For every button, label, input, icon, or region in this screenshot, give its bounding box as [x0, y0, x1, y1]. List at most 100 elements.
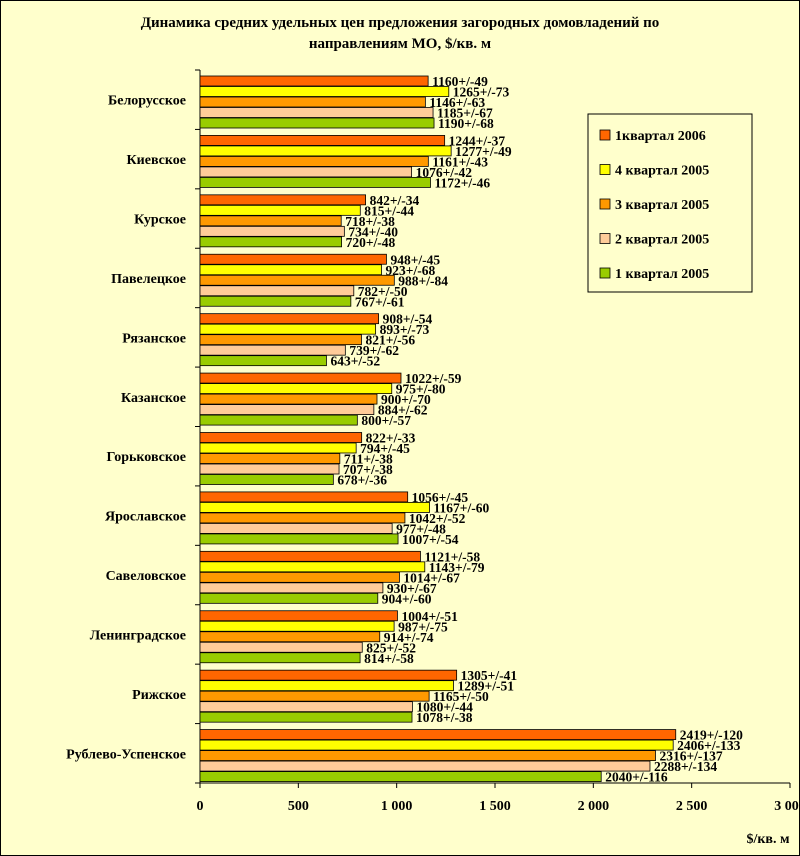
data-label: 1165+/-50: [433, 689, 489, 704]
bar: [199, 680, 454, 692]
data-label: 815+/-44: [364, 203, 414, 218]
data-label: 914+/-74: [384, 630, 434, 645]
data-label: 2316+/-137: [659, 749, 722, 764]
data-label: 1004+/-51: [401, 609, 458, 624]
bar: [199, 491, 409, 503]
data-label: 767+/-61: [355, 294, 405, 309]
bar: [199, 582, 384, 594]
data-label: 948+/-45: [390, 252, 440, 267]
chart-title-line1: Динамика средних удельных цен предложени…: [141, 15, 660, 31]
data-label: 930+/-67: [387, 581, 437, 596]
x-tick-label: 500: [288, 799, 309, 814]
bar: [199, 156, 429, 167]
legend-swatch: [599, 233, 611, 244]
bar: [199, 669, 458, 681]
data-label: 1022+/-59: [405, 371, 462, 386]
bar: [199, 533, 399, 545]
category-label: Ярославское: [105, 510, 186, 525]
bar: [199, 432, 363, 443]
bar: [199, 729, 677, 740]
data-label: 1167+/-60: [434, 500, 490, 515]
data-label: 977+/-48: [396, 521, 446, 536]
bar: [199, 523, 393, 534]
bar: [199, 225, 345, 237]
data-label: 739+/-62: [349, 343, 399, 358]
bar: [199, 771, 602, 782]
bar: [199, 474, 334, 485]
bar: [199, 550, 421, 562]
bar: [199, 295, 352, 307]
legend-swatch: [599, 198, 611, 210]
bar: [199, 107, 434, 118]
legend-label: 1 квартал 2005: [615, 267, 709, 282]
data-label: 1076+/-42: [416, 165, 473, 180]
category-label: Казанское: [121, 391, 186, 406]
category-label: Киевское: [127, 153, 186, 168]
bar: [199, 135, 446, 146]
legend-swatch: [599, 164, 611, 175]
bar: [199, 631, 381, 643]
bar: [199, 117, 435, 129]
data-label: 1014+/-67: [403, 570, 460, 585]
plot-area: 0 500 1 000 1 500 2 000 2 500 3 000 Белорусское…: [66, 69, 800, 814]
data-label: 1265+/-73: [453, 85, 510, 100]
bar: [199, 236, 343, 248]
legend-label: 3 квартал 2005: [615, 198, 709, 213]
data-label: 794+/-45: [360, 441, 410, 456]
data-label: 814+/-58: [364, 651, 414, 666]
bar: [199, 145, 452, 157]
data-label: 923+/-68: [386, 263, 436, 278]
data-label: 1161+/-43: [432, 154, 488, 169]
bar: [199, 701, 413, 713]
bar: [199, 711, 413, 723]
bar: [199, 274, 395, 286]
data-label: 884+/-62: [378, 403, 428, 418]
data-label: 908+/-54: [383, 312, 433, 327]
x-tick-label: 2 500: [676, 799, 708, 814]
category-label: Ленинградское: [90, 628, 186, 643]
bar: [199, 253, 387, 265]
data-label: 1190+/-68: [438, 116, 494, 131]
legend: 1квартал 2006 4 квартал 2005 3 квартал 200…: [587, 113, 753, 293]
bar: [199, 344, 346, 356]
bar: [199, 453, 341, 464]
legend-box: [587, 113, 753, 293]
data-label: 1056+/-45: [412, 490, 469, 505]
bar: [199, 393, 378, 405]
data-label: 1305+/-41: [461, 668, 518, 683]
chart-title-line2: направлениям МО, $/кв. м: [309, 36, 491, 52]
data-label: 720+/-48: [346, 235, 396, 250]
bar: [199, 372, 402, 384]
bar: [199, 414, 358, 426]
data-label: 782+/-50: [358, 284, 408, 299]
data-label: 1007+/-54: [402, 532, 459, 547]
bar: [199, 264, 382, 276]
data-label: 842+/-34: [370, 193, 420, 208]
data-label: 1146+/-63: [429, 95, 485, 110]
category-label: Рублево-Успенское: [66, 747, 186, 762]
data-label: 2406+/-133: [677, 738, 740, 753]
data-label: 1172+/-46: [434, 175, 490, 190]
category-label: Белорусское: [108, 94, 186, 109]
legend-label: 1квартал 2006: [615, 129, 706, 144]
data-label: 2288+/-134: [654, 759, 717, 774]
bar: [199, 592, 379, 604]
category-label: Рязанское: [122, 331, 186, 346]
bar: [199, 285, 355, 297]
data-label: 678+/-36: [337, 473, 387, 488]
data-label: 2419+/-120: [680, 728, 743, 743]
data-label: 904+/-60: [382, 591, 432, 606]
x-tick-label: 1 500: [479, 799, 511, 814]
bar: [199, 561, 426, 573]
data-label: 822+/-33: [366, 431, 416, 446]
data-label: 1042+/-52: [409, 511, 466, 526]
category-label: Павелецкое: [111, 272, 186, 287]
data-label: 821+/-56: [365, 333, 415, 348]
data-label: 2040+/-116: [605, 770, 668, 785]
data-label: 711+/-38: [344, 452, 393, 467]
data-label: 734+/-40: [348, 224, 398, 239]
bar: [199, 610, 398, 622]
bar: [199, 75, 429, 87]
legend-swatch: [599, 129, 611, 141]
bar: [199, 96, 426, 108]
